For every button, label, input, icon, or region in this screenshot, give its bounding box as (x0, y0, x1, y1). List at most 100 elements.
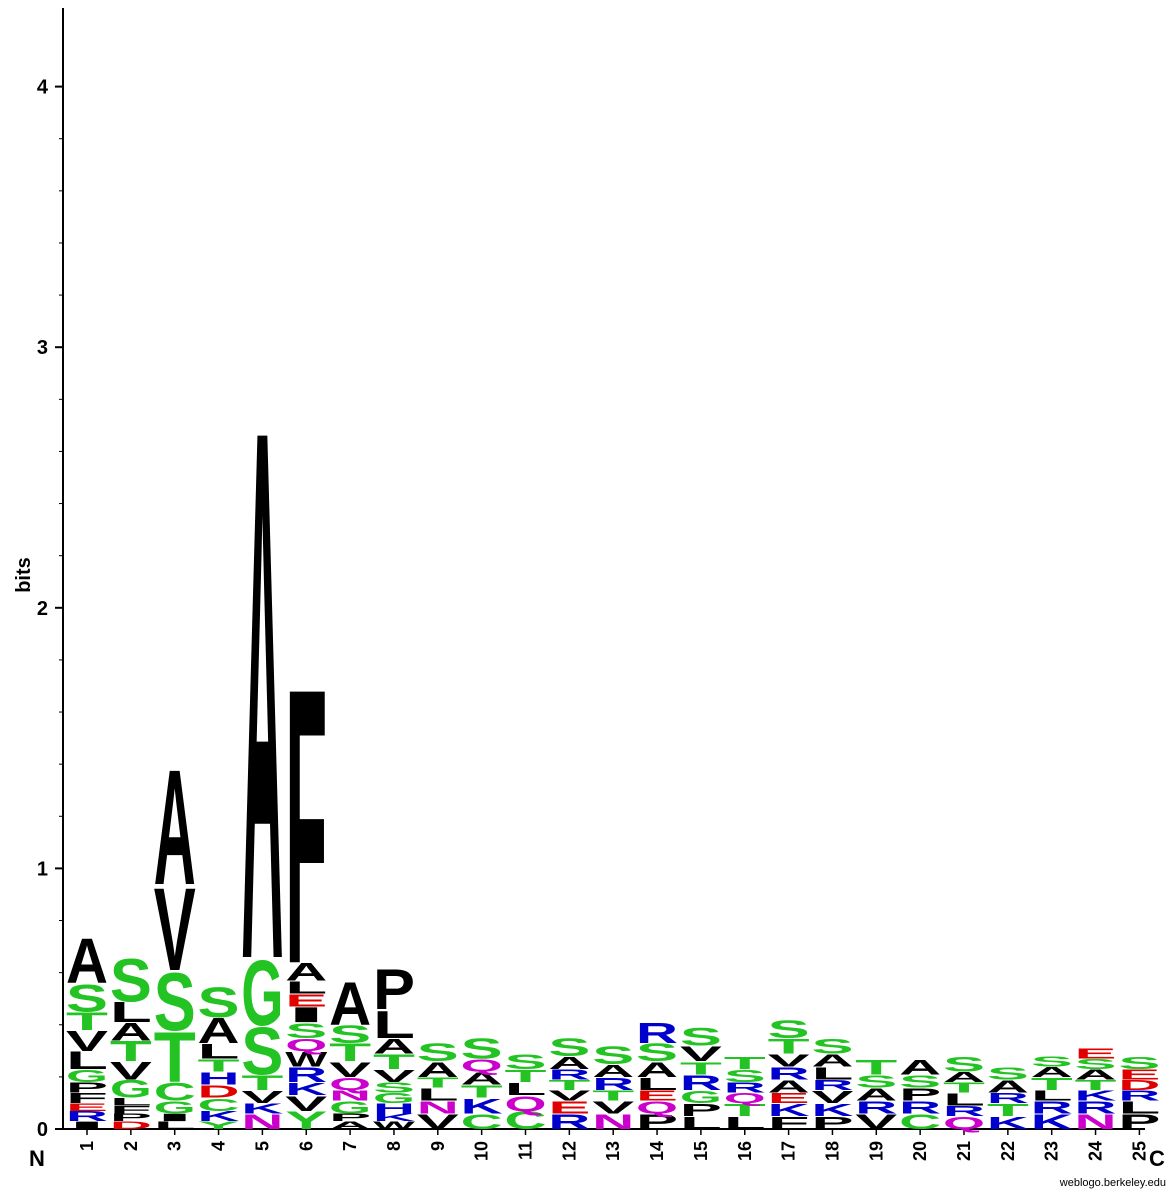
logo-letter-t: T (1031, 1074, 1073, 1094)
logo-letter-q: Q (461, 1056, 503, 1076)
logo-letter-g: G (373, 1090, 415, 1106)
y-tick-label: 2 (37, 598, 48, 620)
logo-letter-text: N (1075, 1110, 1117, 1134)
logo-letter-q: Q (285, 1035, 327, 1055)
logo-letter-text: G (680, 1087, 722, 1107)
logo-letter-n: N (1075, 1110, 1117, 1134)
logo-letter-e: E (548, 1098, 590, 1118)
logo-letter-text: R (548, 1110, 590, 1134)
logo-letter-text: A (987, 1077, 1029, 1097)
y-tick-label: 3 (37, 337, 48, 359)
logo-letter-s: S (899, 1072, 941, 1092)
logo-letter-text: A (636, 1058, 678, 1082)
logo-letter-t: T (724, 1053, 766, 1073)
logo-letter-r: R (548, 1067, 590, 1083)
logo-letter-f: F (66, 1090, 108, 1106)
logo-letter-text: N (329, 1088, 371, 1104)
logo-letter-y: Y (285, 1106, 327, 1134)
logo-letter-text: A (811, 1051, 853, 1071)
logo-letter-e: E (66, 1101, 108, 1113)
logo-letter-text: C (899, 1110, 941, 1134)
logo-letter-d: D (110, 1119, 152, 1131)
logo-letter-s: S (198, 978, 240, 1026)
logo-letter-a: A (592, 1061, 634, 1081)
logo-letter-text: S (461, 1032, 503, 1064)
logo-letter-a: A (110, 1018, 152, 1046)
logo-letter-text: A (154, 736, 196, 920)
logo-letter-h: H (198, 1069, 240, 1089)
logo-letter-text: C (198, 1095, 240, 1115)
logo-letter-t: T (241, 1071, 283, 1095)
logo-letter-g: G (66, 1066, 108, 1086)
logo-letter-f: F (285, 607, 327, 1046)
logo-letter-text: V (417, 1110, 459, 1134)
logo-letter-r: R (66, 1108, 108, 1124)
logo-letter-v: V (373, 1066, 415, 1086)
logo-letter-c: C (505, 1106, 547, 1134)
x-tick-label: 2 (121, 1141, 141, 1151)
logo-letter-p: P (66, 1080, 108, 1096)
logo-letter-v: V (680, 1042, 722, 1066)
logo-letter-text: S (285, 1019, 327, 1043)
logo-letter-p: P (680, 1100, 722, 1120)
logo-letter-text: R (855, 1098, 897, 1118)
logo-letter-text: T (987, 1100, 1029, 1120)
logo-letter-text: L (110, 1096, 152, 1108)
logo-letter-text: R (548, 1067, 590, 1083)
logo-letter-text: R (1118, 1088, 1160, 1104)
logo-letter-text: I (66, 1119, 108, 1131)
logo-letter-text: P (1118, 1110, 1160, 1134)
logo-letter-text: R (724, 1080, 766, 1096)
logo-letter-text: T (154, 1017, 196, 1097)
logo-letter-text: Q (461, 1056, 503, 1076)
logo-letter-text: R (680, 1071, 722, 1095)
logo-letter-text: V (811, 1087, 853, 1107)
logo-letter-text: R (811, 1077, 853, 1093)
logo-letter-text: S (1075, 1056, 1117, 1072)
logo-letter-text: P (899, 1085, 941, 1105)
logo-letter-i: I (66, 1119, 108, 1131)
logo-letter-text: S (154, 956, 196, 1048)
logo-letter-text: V (154, 864, 196, 996)
logo-letter-a: A (154, 736, 196, 920)
logo-letter-a: A (811, 1051, 853, 1071)
logo-letter-text: K (198, 1108, 240, 1124)
logo-letter-e: E (1075, 1046, 1117, 1062)
logo-letter-text: V (768, 1051, 810, 1071)
logo-letter-text: Q (285, 1035, 327, 1055)
logo-letter-r: R (1075, 1098, 1117, 1118)
logo-letter-l: L (66, 1046, 108, 1074)
logo-letter-r: R (548, 1110, 590, 1134)
x-tick-label: 5 (252, 1141, 272, 1151)
logo-letter-l: L (373, 1002, 415, 1046)
logo-letter-text: G (66, 1066, 108, 1086)
logo-letter-a: A (855, 1085, 897, 1105)
x-tick-label: 20 (910, 1141, 930, 1161)
logo-letter-text: T (241, 1071, 283, 1095)
logo-letter-l: L (110, 996, 152, 1028)
logo-letter-e: E (1118, 1067, 1160, 1083)
logo-letter-text: L (373, 1002, 415, 1046)
logo-letter-k: K (461, 1094, 503, 1118)
logo-letter-text: V (548, 1088, 591, 1104)
logo-letter-g: G (110, 1075, 152, 1103)
logo-letter-text: C (154, 1077, 196, 1105)
logo-letter-text: I (154, 1111, 196, 1123)
logo-letter-v: V (329, 1058, 371, 1082)
logo-letter-text: S (198, 978, 240, 1026)
x-tick-label: 4 (209, 1141, 229, 1151)
logo-letter-text: S (592, 1041, 634, 1069)
logo-letter-n: N (329, 1088, 371, 1104)
logo-letter-text: V (855, 1110, 897, 1134)
logo-letter-s: S (329, 1020, 371, 1048)
logo-letter-text: N (592, 1110, 634, 1134)
logo-letter-l: L (1031, 1088, 1073, 1104)
logo-letter-s: S (592, 1041, 634, 1069)
logo-letter-text: Q (636, 1098, 678, 1118)
logo-letter-v: V (768, 1051, 810, 1071)
logo-letter-l: L (285, 978, 327, 998)
logo-letter-d: D (1118, 1077, 1160, 1093)
logo-letter-v: V (855, 1110, 897, 1134)
logo-letter-text: I (285, 1003, 327, 1027)
logo-letter-text: T (417, 1075, 459, 1091)
